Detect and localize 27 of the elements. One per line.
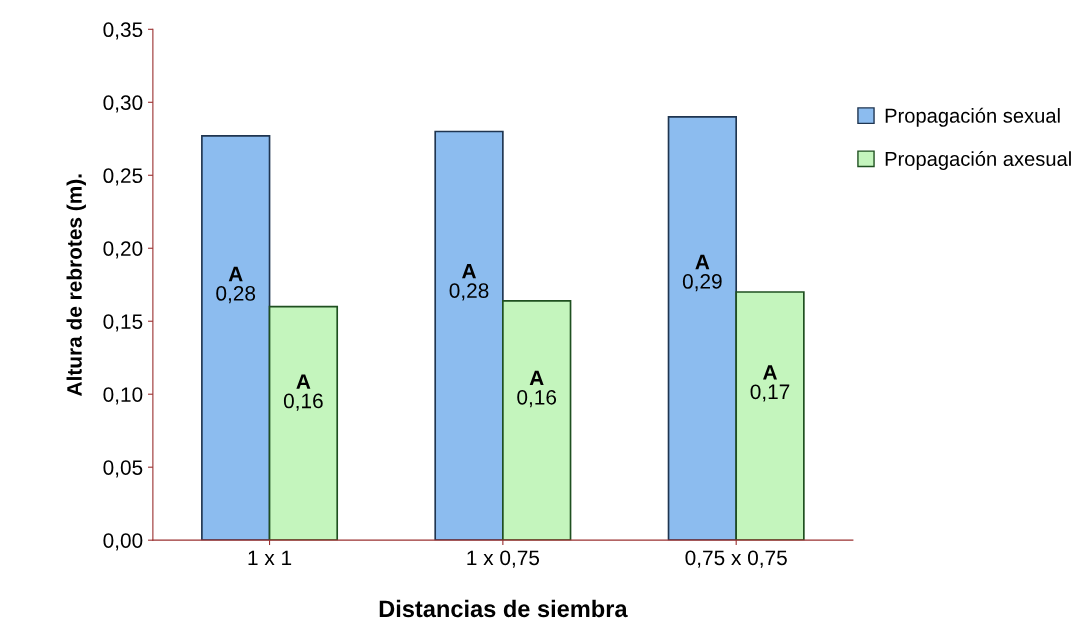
y-tick-label: 0,05 <box>103 460 143 478</box>
bar <box>667 116 738 541</box>
x-tick-label: 1 x 1 <box>248 550 292 565</box>
bar <box>502 299 572 541</box>
data-label: A 0,29 <box>682 254 722 292</box>
bar <box>735 291 805 541</box>
bar <box>268 305 339 541</box>
data-label: A 0,28 <box>449 264 489 301</box>
bar <box>434 130 504 541</box>
x-tick-label: 0,75 x 0,75 <box>685 550 787 568</box>
y-tick-label: 0,35 <box>103 22 143 40</box>
x-tick-label: 1 x 0,75 <box>467 550 540 568</box>
bar <box>201 135 271 541</box>
y-tick-label: 0,10 <box>103 387 143 405</box>
y-tick-label: 0,00 <box>103 533 143 551</box>
data-label: A 0,16 <box>283 374 323 411</box>
legend-label: Propagación axesual <box>885 150 1071 170</box>
y-axis-title: Altura de rebrotes (m). <box>66 174 86 396</box>
y-tick-label: 0,25 <box>103 168 143 186</box>
y-tick-label: 0,15 <box>103 314 143 332</box>
data-label: A 0,16 <box>517 370 557 408</box>
legend-label: Propagación sexual <box>885 107 1060 127</box>
data-label: A 0,28 <box>216 266 256 304</box>
y-tick-label: 0,20 <box>103 241 143 259</box>
y-tick-label: 0,30 <box>103 95 143 113</box>
x-axis-title: Distancias de siembra <box>379 599 628 618</box>
data-label: A 0,17 <box>750 365 790 402</box>
